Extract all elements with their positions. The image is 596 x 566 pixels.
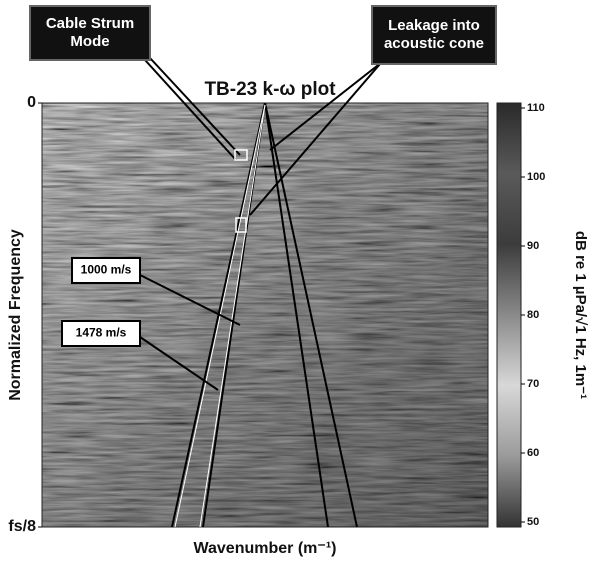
annotation-text: 1478 m/s (76, 326, 127, 340)
colorbar-tick-label: 70 (527, 378, 539, 390)
annotation-text: Mode (70, 33, 109, 50)
heatmap-shade (42, 103, 488, 527)
annotation-text: 1000 m/s (81, 263, 132, 277)
annotation-box (371, 5, 497, 65)
annotation-text: Cable Strum (46, 15, 134, 32)
colorbar (496, 102, 522, 528)
y-axis-label: Normalized Frequency (7, 229, 24, 401)
leak-marker (235, 217, 247, 233)
strum-marker (234, 149, 248, 161)
annotation-text: acoustic cone (384, 35, 484, 52)
colorbar-tick-label: 80 (527, 309, 539, 321)
annotation-box (29, 5, 151, 61)
annotation-box (71, 257, 141, 284)
colorbar-tick-label: 110 (527, 102, 545, 114)
annotation-text: Leakage into (388, 17, 480, 34)
plot-area (41, 102, 489, 528)
y-tick-label: 0 (27, 94, 36, 111)
colorbar-label: dB re 1 µPa/√1 Hz, 1m⁻¹ (572, 231, 589, 399)
colorbar-tick-label: 90 (527, 240, 539, 252)
x-axis-label: Wavenumber (m⁻¹) (194, 540, 337, 557)
annotation-arrows (139, 57, 383, 391)
colorbar-tick-label: 100 (527, 171, 545, 183)
y-tick-label: fs/8 (8, 518, 36, 535)
annotation-box (61, 320, 141, 347)
colorbar-tick-label: 50 (527, 516, 539, 528)
chart-title: TB-23 k-ω plot (204, 79, 336, 100)
colorbar-tick-label: 60 (527, 447, 539, 459)
